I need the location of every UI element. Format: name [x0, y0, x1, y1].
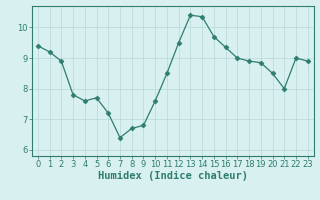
X-axis label: Humidex (Indice chaleur): Humidex (Indice chaleur)	[98, 171, 248, 181]
